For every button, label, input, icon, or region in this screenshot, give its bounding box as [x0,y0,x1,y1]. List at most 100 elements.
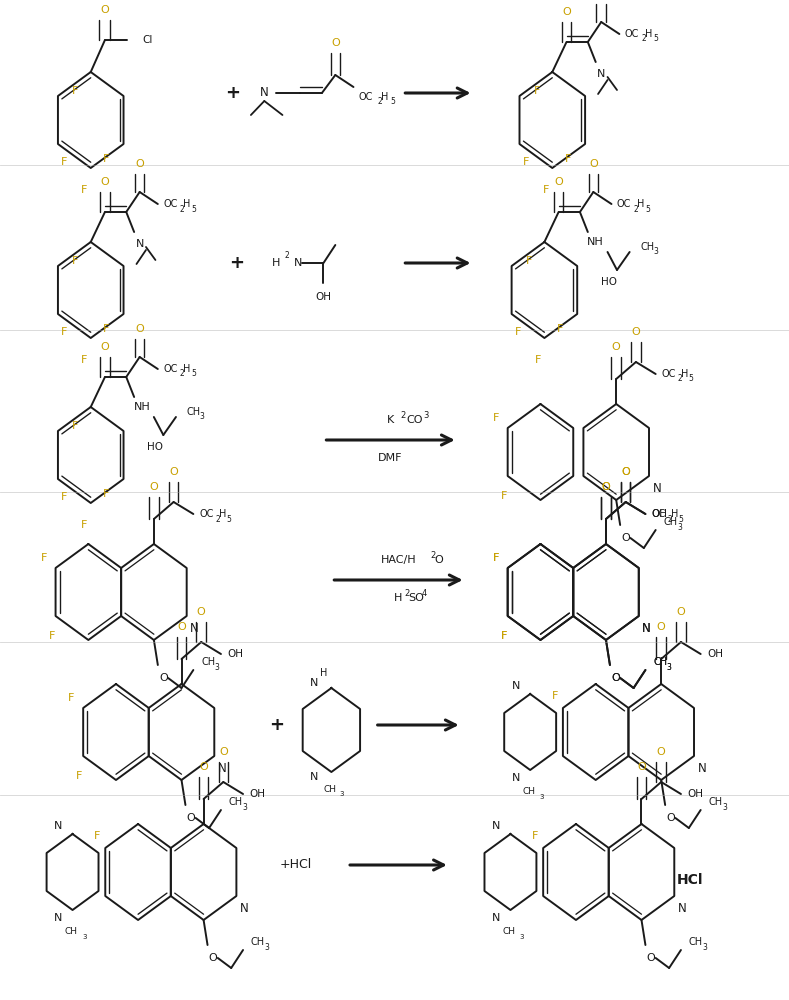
Text: 3: 3 [677,522,682,532]
Text: O: O [199,762,208,772]
Text: 3: 3 [667,663,671,672]
Text: O: O [601,482,611,492]
Text: F: F [500,631,507,641]
Text: H: H [183,199,190,209]
Text: Cl: Cl [142,35,152,45]
Text: O: O [331,38,340,48]
Text: K: K [387,415,394,425]
Text: CH: CH [709,797,723,807]
Text: OC: OC [625,29,639,39]
Text: O: O [601,482,611,492]
Text: CH: CH [641,242,655,252]
Text: H: H [271,258,280,268]
Text: N: N [136,239,144,249]
Text: F: F [103,489,110,499]
Text: F: F [525,256,532,266]
Text: NH: NH [133,402,151,412]
Text: O: O [208,953,218,963]
Text: O: O [219,747,228,757]
Text: 2: 2 [284,251,289,260]
Text: 5: 5 [645,205,650,214]
Text: 3: 3 [540,794,544,800]
Text: CH: CH [664,517,678,527]
Text: O: O [169,467,178,477]
Text: 3: 3 [339,791,344,797]
Text: O: O [562,7,571,17]
Text: O: O [434,555,443,565]
Text: N: N [512,773,520,783]
Text: N: N [310,772,318,782]
Text: H: H [219,509,226,519]
Text: HO: HO [148,442,163,452]
Text: F: F [514,327,521,337]
Text: 5: 5 [653,34,658,43]
Text: CO: CO [406,415,423,425]
Text: N: N [597,69,605,79]
Text: N: N [697,762,706,774]
Text: F: F [565,154,571,164]
Text: O: O [196,607,206,617]
Text: 4: 4 [422,589,428,598]
Text: O: O [621,533,630,543]
Text: H: H [320,668,327,678]
Text: F: F [81,185,88,195]
Text: CH: CH [522,788,535,796]
Text: O: O [621,467,630,477]
Text: 3: 3 [702,942,707,952]
Text: HCl: HCl [677,873,704,887]
Text: F: F [103,324,110,334]
Text: 2: 2 [634,205,638,214]
Text: H: H [681,369,688,379]
Text: N: N [190,622,199,635]
Text: F: F [500,491,507,501]
Text: N: N [642,622,651,635]
Text: 2: 2 [667,514,672,524]
Text: OC: OC [652,509,666,519]
Text: CH: CH [653,657,667,667]
Text: CH: CH [229,797,243,807]
Text: N: N [512,681,520,691]
Text: F: F [535,355,541,365]
Text: H: H [671,509,678,519]
Text: N: N [260,87,269,100]
Text: O: O [621,467,630,477]
Text: 3: 3 [215,663,219,672]
Text: F: F [543,185,549,195]
Text: 2: 2 [401,411,406,420]
Text: 2: 2 [678,374,682,383]
Text: F: F [48,631,54,641]
Text: OH: OH [227,649,243,659]
Text: CH: CH [251,937,265,947]
Text: O: O [676,607,686,617]
Text: H: H [637,199,644,209]
Text: +: + [229,254,245,272]
Text: 5: 5 [192,369,196,378]
Text: CH: CH [65,928,77,936]
Text: F: F [492,553,499,563]
Text: N: N [492,913,500,923]
Text: N: N [492,821,500,831]
Text: F: F [500,631,507,641]
Text: OH: OH [652,509,667,519]
Text: F: F [68,693,74,703]
Text: F: F [557,324,563,334]
Text: O: O [100,177,110,187]
Text: O: O [666,813,675,823]
Text: F: F [72,86,78,96]
Text: O: O [135,324,144,334]
Text: CH: CH [201,657,215,667]
Text: OH: OH [707,649,723,659]
Text: F: F [103,154,110,164]
Text: 3: 3 [82,934,87,940]
Text: H: H [645,29,652,39]
Text: 2: 2 [377,98,382,106]
Text: O: O [100,342,110,352]
Text: O: O [611,673,620,683]
Text: 5: 5 [226,514,231,524]
Text: 3: 3 [200,412,204,421]
Text: O: O [656,747,666,757]
Text: OH: OH [316,292,331,302]
Text: F: F [532,831,538,841]
Text: 5: 5 [391,98,395,106]
Text: 5: 5 [192,205,196,214]
